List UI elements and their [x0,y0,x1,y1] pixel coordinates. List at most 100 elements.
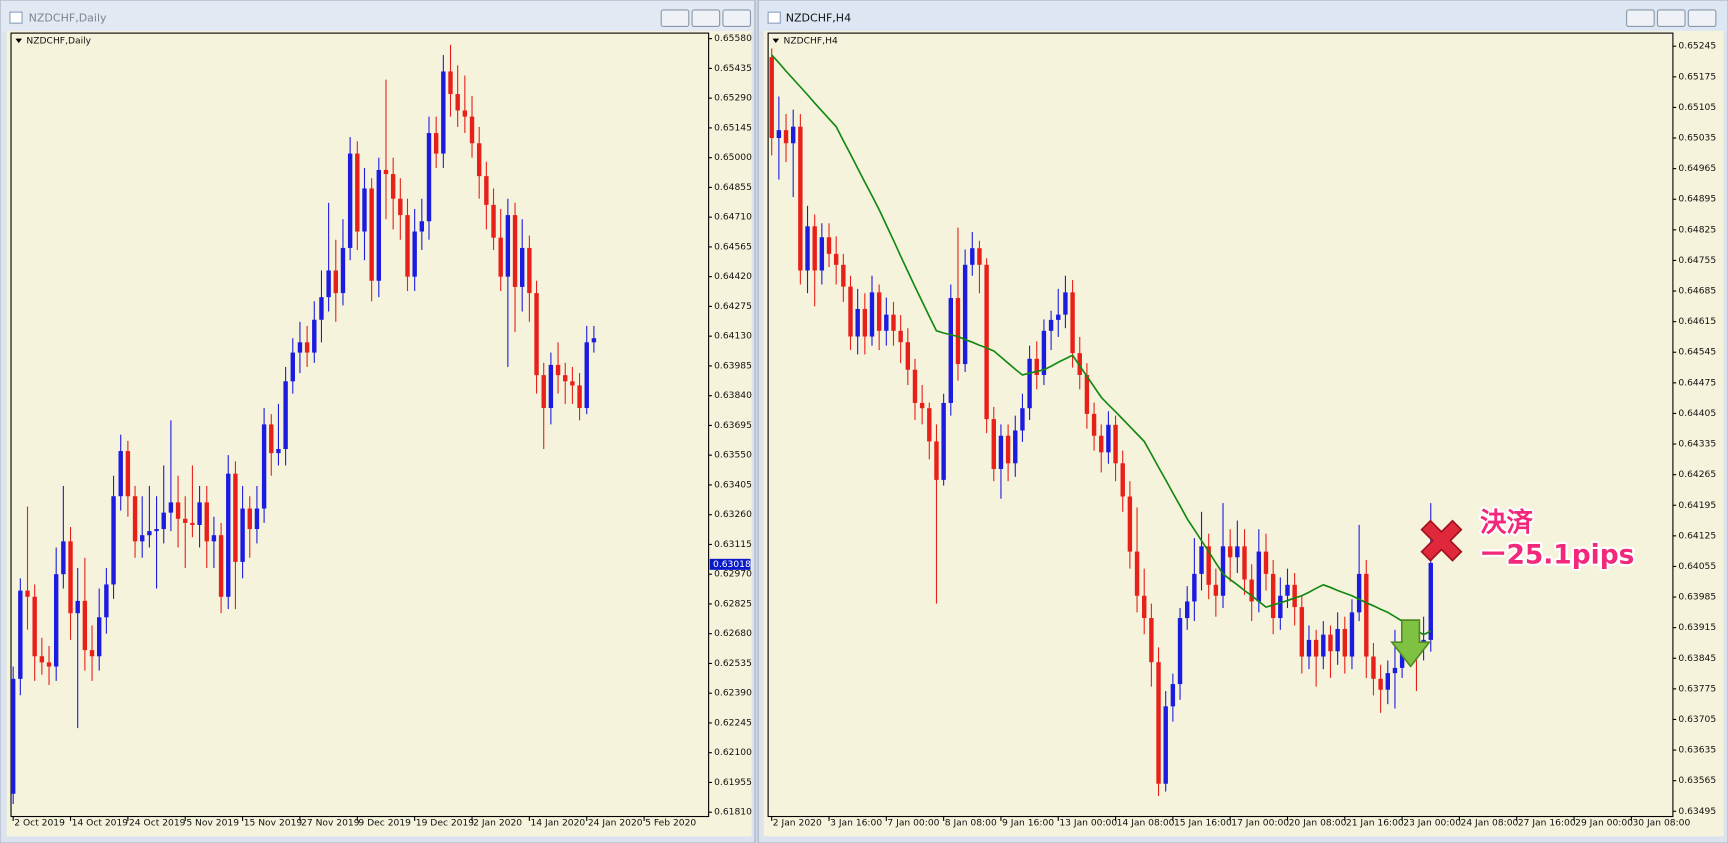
minimize-button[interactable] [1626,9,1655,28]
y-tick-label: 0.64475 [1678,378,1716,388]
candle-body [505,215,511,277]
y-tick-label: 0.64125 [1678,531,1716,541]
y-tick-label: 0.65145 [714,123,752,133]
candle-body [132,496,138,542]
candle-body [1106,424,1111,453]
candle-body [154,529,159,532]
x-tick-label: 24 Jan 2020 [588,819,643,829]
candle-body [998,435,1004,469]
y-tick-label: 0.64265 [1678,470,1716,480]
candle-body [1041,330,1047,375]
candle-body [970,248,975,265]
candle-body [283,381,288,450]
y-tick-label: 0.63840 [714,391,752,401]
y-tick-label: 0.63495 [1678,807,1716,817]
candle-body [1256,551,1262,602]
candle-body [25,590,30,597]
candle-body [876,292,882,331]
candle-body [984,264,989,420]
candle-body [412,231,417,277]
candle-body [1005,435,1011,464]
candle-body [1392,667,1398,674]
restore-button[interactable] [691,9,721,28]
chart-label: NZDCHF,Daily [26,36,91,46]
candle-body [340,247,346,294]
y-tick-label: 0.62245 [714,718,752,728]
candle-body [1120,463,1125,497]
candle-body [819,237,825,271]
candle-body [476,143,482,177]
y-tick-label: 0.65245 [1678,42,1716,52]
y-tick-label: 0.64195 [1678,501,1716,511]
candle-body [941,402,946,480]
y-tick-label: 0.63705 [1678,715,1716,725]
candle-body [376,169,382,281]
candle-body [140,535,145,542]
candle-body [1048,319,1054,331]
y-tick-label: 0.62100 [714,748,752,758]
x-tick-label: 3 Jan 16:00 [830,819,882,829]
candle-body [1070,292,1075,354]
y-tick-label: 0.63775 [1678,684,1716,694]
candle-body [1349,612,1355,657]
annotation: 決済 [1480,508,1533,539]
window-title: NZDCHF,H4 [786,12,851,25]
x-tick-label: 7 Jan 00:00 [887,819,939,829]
y-tick-label: 0.63915 [1678,623,1716,633]
y-tick-label: 0.63695 [714,421,752,431]
candle-body [548,364,554,408]
cross-icon [1420,519,1463,562]
candle-body [977,248,982,265]
minimize-button[interactable] [660,9,690,28]
candle-body [512,215,518,287]
candle-body [326,270,331,298]
candle-body [934,441,939,480]
x-tick-label: 21 Jan 16:00 [1346,819,1404,829]
candle-body [1371,656,1376,679]
candle-body [1142,595,1147,619]
restore-button[interactable] [1656,9,1686,28]
chart-label: NZDCHF,H4 [784,36,838,46]
x-tick-label: 5 Nov 2019 [186,819,239,829]
y-tick-label: 0.62970 [714,570,752,580]
candle-body [1378,678,1383,690]
candle-body [1342,628,1348,657]
candle-body [1249,579,1254,602]
close-button[interactable] [722,9,752,28]
candle-body [226,473,231,597]
candle-body [1206,546,1211,585]
title-bar [1,1,754,32]
candle-body [1292,584,1297,608]
y-tick-label: 0.62680 [714,629,752,639]
candle-body [347,153,353,248]
x-tick-label: 20 Jan 08:00 [1289,819,1347,829]
candle-body [61,541,66,575]
candle-body [1306,639,1312,657]
candle-body [1170,684,1176,707]
candle-body [862,308,868,337]
candle-body [1056,314,1061,320]
candle-body [32,596,37,657]
candle-body [10,678,16,794]
y-tick-label: 0.64710 [714,213,752,223]
window-icon [767,11,781,24]
candle-body [247,508,252,530]
x-tick-label: 15 Jan 16:00 [1174,819,1232,829]
y-tick-label: 0.63565 [1678,776,1716,786]
candle-body [769,57,774,139]
y-tick-label: 0.65435 [714,64,752,74]
annotation-layer: 決済 ー25.1pips [1390,505,1637,668]
candle-body [369,188,374,281]
candle-body [1134,551,1140,596]
candle-body [1285,584,1290,596]
x-tick-label: 5 Feb 2020 [645,819,696,829]
candle-body [776,130,782,139]
candle-body [441,71,446,154]
candle-body [790,126,796,144]
x-tick-label: 9 Jan 16:00 [1002,819,1054,829]
y-tick-label: 0.64685 [1678,287,1716,297]
close-button[interactable] [1687,9,1717,28]
candle-body [1299,607,1305,657]
candle-body [426,133,432,222]
